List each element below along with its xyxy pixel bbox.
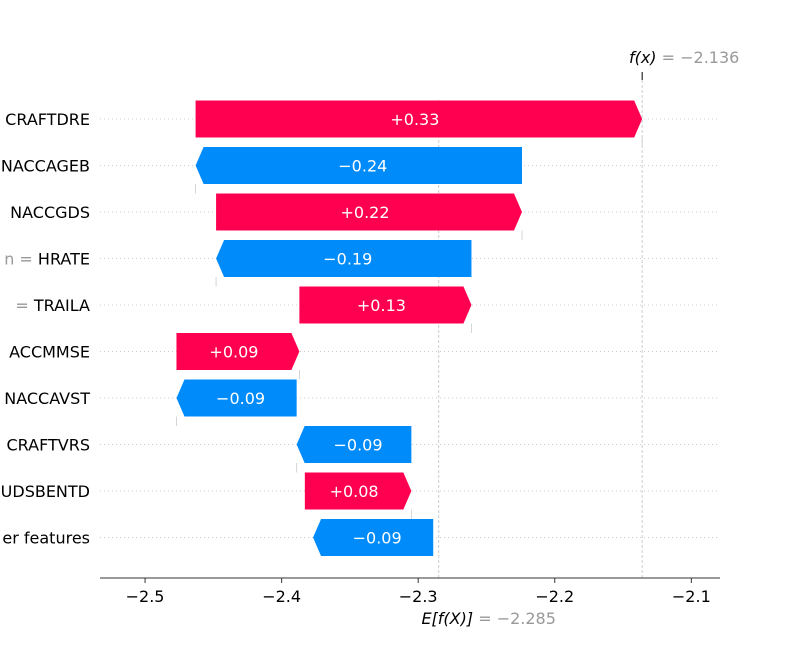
- feature-name: TRAILA: [33, 296, 90, 315]
- waterfall-bar: [313, 519, 434, 556]
- x-tick-label: −2.3: [399, 587, 438, 606]
- feature-value-prefix: n =: [4, 250, 38, 269]
- fx-label: f(x): [629, 48, 657, 67]
- waterfall-bar: [299, 286, 472, 324]
- x-tick-label: −2.1: [672, 587, 711, 606]
- expected-label: E[f(X)]: [421, 609, 473, 628]
- feature-label: n = HRATE: [4, 250, 90, 269]
- fx-value: = −2.136: [657, 48, 740, 67]
- feature-label: UDSBENTD: [1, 482, 90, 501]
- bar-value-label: +0.33: [390, 110, 439, 129]
- feature-name: NACCAGEB: [1, 157, 90, 176]
- waterfall-bar: [216, 193, 522, 231]
- bar-value-label: −0.09: [216, 389, 265, 408]
- feature-name: UDSBENTD: [1, 482, 90, 501]
- feature-label: = TRAILA: [15, 296, 90, 315]
- feature-label: NACCAVST: [4, 389, 90, 408]
- feature-label: CRAFTDRE: [5, 110, 90, 129]
- feature-name: ACCMMSE: [9, 343, 90, 362]
- feature-label: CRAFTVRS: [7, 436, 91, 455]
- expected-annotation: E[f(X)] = −2.285: [421, 609, 555, 628]
- feature-value-prefix: =: [15, 296, 34, 315]
- feature-label: NACCAGEB: [1, 157, 90, 176]
- bar-value-label: −0.19: [323, 250, 372, 269]
- x-tick-label: −2.2: [535, 587, 574, 606]
- fx-annotation: f(x) = −2.136: [629, 48, 739, 67]
- feature-name: er features: [2, 529, 90, 548]
- x-tick-label: −2.5: [126, 587, 165, 606]
- feature-label: NACCGDS: [10, 203, 90, 222]
- waterfall-bar: [195, 100, 643, 138]
- feature-name: NACCAVST: [4, 389, 90, 408]
- waterfall-bar: [176, 379, 297, 417]
- feature-name: NACCGDS: [10, 203, 90, 222]
- waterfall-bar: [216, 240, 472, 277]
- bar-value-label: +0.13: [357, 296, 406, 315]
- feature-name: CRAFTVRS: [7, 436, 91, 455]
- bar-value-label: +0.09: [209, 343, 258, 362]
- bar-value-label: +0.08: [330, 482, 379, 501]
- feature-label: ACCMMSE: [9, 343, 90, 362]
- waterfall-bar: [296, 426, 412, 463]
- feature-label: er features: [2, 529, 90, 548]
- bar-value-label: −0.24: [338, 157, 387, 176]
- expected-value: = −2.285: [473, 609, 556, 628]
- feature-name: CRAFTDRE: [5, 110, 90, 129]
- bar-value-label: +0.22: [341, 203, 390, 222]
- bar-value-label: −0.09: [333, 436, 382, 455]
- waterfall-bar: [304, 472, 412, 510]
- x-tick-label: −2.4: [262, 587, 301, 606]
- feature-name: HRATE: [38, 250, 90, 269]
- bar-value-label: −0.09: [353, 529, 402, 548]
- waterfall-bar: [195, 147, 522, 184]
- waterfall-bar: [176, 333, 300, 370]
